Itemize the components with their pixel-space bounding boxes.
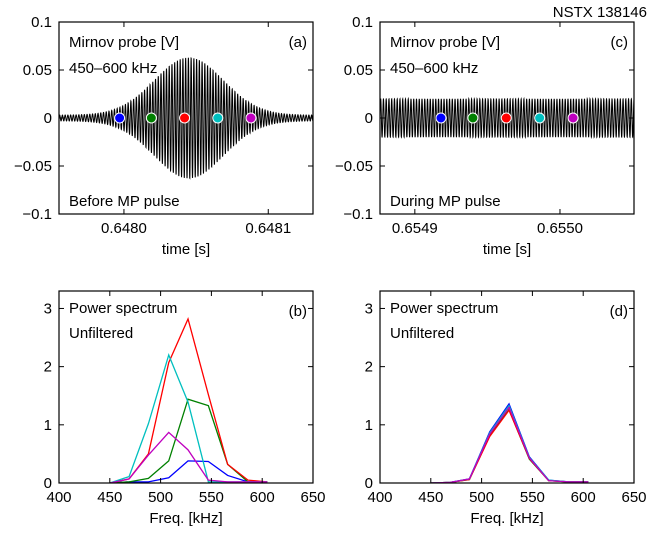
y-tick-label: 3 — [365, 300, 373, 317]
plot-area — [380, 96, 634, 140]
plot-area — [430, 402, 589, 483]
panel-a: 0.6480 0.6481 −0.1 −0.05 0 0.05 0.1 time [s] (a)… — [14, 14, 314, 258]
spectrum-series-2 — [109, 398, 268, 483]
y-tick-label: 0 — [365, 110, 373, 127]
annotation-power-spectrum: Power spectrum — [69, 300, 177, 317]
figure-label: NSTX 138146 — [553, 4, 647, 21]
annotation-phase: Before MP pulse — [69, 193, 180, 210]
time-marker-5 — [567, 112, 579, 124]
x-tick-label: 450 — [97, 489, 122, 506]
plot-area — [109, 316, 268, 483]
x-tick-label: 600 — [571, 489, 596, 506]
x-tick-label: 0.6549 — [392, 220, 438, 237]
axes-frame — [379, 290, 635, 484]
annotation-band: 450–600 kHz — [390, 60, 478, 77]
probe-signal-line — [380, 96, 634, 140]
annotation-unfiltered: Unfiltered — [69, 325, 133, 342]
panel-label: (a) — [289, 34, 307, 51]
spectrum-series-4 — [109, 353, 268, 483]
y-tick-label: 0.05 — [344, 62, 373, 79]
spectrum-series-1 — [109, 460, 268, 483]
y-tick-label: 0.1 — [352, 14, 373, 31]
panels: 0.6480 0.6481 −0.1 −0.05 0 0.05 0.1 time [s] (a)… — [14, 14, 646, 527]
x-tick-label: 400 — [367, 489, 392, 506]
x-axis-label: Freq. [kHz] — [149, 510, 222, 527]
annotation-probe: Mirnov probe [V] — [69, 34, 179, 51]
y-tick-label: −0.05 — [14, 158, 52, 175]
spectrum-series-3 — [109, 316, 268, 483]
x-tick-label: 0.6481 — [245, 220, 291, 237]
panel-label: (d) — [610, 303, 628, 320]
y-tick-label: 2 — [44, 359, 52, 376]
plot-area — [59, 57, 313, 180]
spectrum-series-2 — [430, 408, 589, 483]
annotation-band: 450–600 kHz — [69, 60, 157, 77]
x-tick-label: 550 — [520, 489, 545, 506]
x-tick-label: 400 — [46, 489, 71, 506]
x-axis-label: time [s] — [162, 241, 210, 258]
x-tick-label: 650 — [621, 489, 646, 506]
x-tick-label: 0.6550 — [537, 220, 583, 237]
y-tick-label: 0.1 — [31, 14, 52, 31]
time-marker-1 — [435, 112, 447, 124]
time-marker-4 — [212, 112, 224, 124]
time-marker-2 — [467, 112, 479, 124]
y-tick-label: 0.05 — [23, 62, 52, 79]
y-tick-label: 0 — [365, 475, 373, 492]
x-axis-label: Freq. [kHz] — [470, 510, 543, 527]
time-marker-3 — [179, 112, 191, 124]
x-tick-label: 550 — [199, 489, 224, 506]
x-tick-label: 600 — [250, 489, 275, 506]
x-axis-label: time [s] — [483, 241, 531, 258]
panel-d: 400 450 500 550 600 650 0 1 2 3 Freq. [kHz] (d) Powe… — [365, 290, 647, 527]
annotation-unfiltered: Unfiltered — [390, 325, 454, 342]
spectrum-series-3 — [430, 408, 589, 483]
spectrum-series-5 — [109, 431, 268, 483]
axes-frame — [58, 290, 314, 484]
y-tick-label: 1 — [365, 417, 373, 434]
y-tick-label: 3 — [44, 300, 52, 317]
y-tick-label: 2 — [365, 359, 373, 376]
y-tick-label: 0 — [44, 110, 52, 127]
x-tick-label: 450 — [418, 489, 443, 506]
time-marker-3 — [500, 112, 512, 124]
panel-b: 400 450 500 550 600 650 0 1 2 3 Freq. [kHz] (b) Powe… — [44, 290, 326, 527]
annotation-phase: During MP pulse — [390, 193, 501, 210]
y-tick-label: −0.1 — [22, 206, 52, 223]
y-tick-label: −0.1 — [343, 206, 373, 223]
y-tick-label: 0 — [44, 475, 52, 492]
spectrum-series-4 — [430, 404, 589, 483]
x-tick-label: 500 — [469, 489, 494, 506]
probe-signal-line — [59, 57, 313, 180]
panel-c: 0.6549 0.6550 −0.1 −0.05 0 0.05 0.1 time [s] (c)… — [335, 14, 635, 258]
panel-label: (b) — [289, 303, 307, 320]
panel-label: (c) — [611, 34, 629, 51]
time-marker-4 — [534, 112, 546, 124]
annotation-power-spectrum: Power spectrum — [390, 300, 498, 317]
time-marker-5 — [245, 112, 257, 124]
x-tick-label: 650 — [300, 489, 325, 506]
spectrum-series-5 — [430, 406, 589, 483]
time-marker-2 — [145, 112, 157, 124]
y-tick-label: −0.05 — [335, 158, 373, 175]
y-tick-label: 1 — [44, 417, 52, 434]
x-tick-label: 500 — [148, 489, 173, 506]
spectrum-series-1 — [430, 402, 589, 483]
annotation-probe: Mirnov probe [V] — [390, 34, 500, 51]
time-marker-1 — [114, 112, 126, 124]
x-tick-label: 0.6480 — [101, 220, 147, 237]
